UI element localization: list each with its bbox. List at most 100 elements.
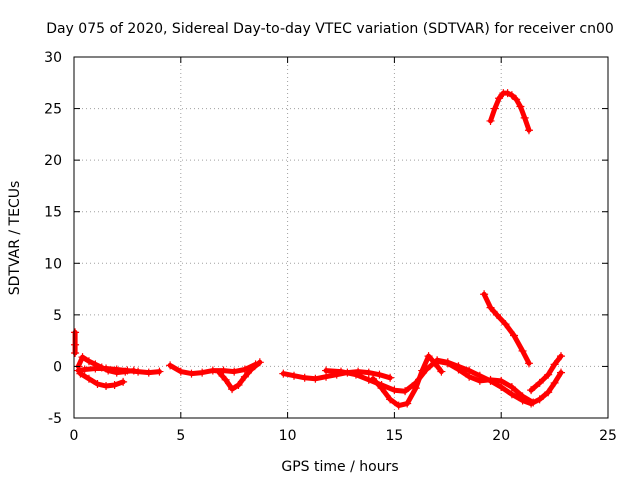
x-tick-label: 25 <box>599 428 617 444</box>
y-tick-label: 30 <box>44 50 62 66</box>
data-point <box>91 364 100 373</box>
series-arc-a <box>71 328 80 358</box>
data-point <box>279 369 288 378</box>
data-point <box>78 353 87 362</box>
data-point <box>512 95 521 104</box>
data-point <box>486 116 495 125</box>
y-tick-label: 5 <box>53 308 62 324</box>
data-point <box>290 371 299 380</box>
data-point <box>550 378 559 387</box>
data-point <box>102 382 111 391</box>
data-point <box>351 370 360 379</box>
data-point <box>215 368 224 377</box>
data-point <box>411 384 420 393</box>
data-point <box>544 370 553 379</box>
series-band <box>528 353 564 393</box>
data-point <box>93 379 102 388</box>
data-point <box>322 366 331 375</box>
data-point <box>240 372 249 381</box>
data-point <box>187 369 196 378</box>
y-tick-label: 25 <box>44 102 62 118</box>
data-point <box>475 371 484 380</box>
data-point <box>437 367 446 376</box>
data-point <box>492 310 501 319</box>
series-arc-f <box>215 358 264 394</box>
data-point <box>71 328 80 337</box>
series-band <box>488 90 532 133</box>
data-point <box>516 102 525 111</box>
grid-lines <box>74 57 608 418</box>
data-point <box>527 399 536 408</box>
data-point <box>527 386 536 395</box>
data-point <box>255 358 264 367</box>
data-point <box>550 360 559 369</box>
data-point <box>230 367 239 376</box>
data-point <box>208 366 217 375</box>
data-point <box>557 368 566 377</box>
y-tick-label: 20 <box>44 153 62 169</box>
plot-frame <box>73 56 609 419</box>
data-point <box>524 126 533 135</box>
data-point <box>155 367 164 376</box>
data-point <box>480 290 489 299</box>
data-point <box>486 376 495 385</box>
series-arc-d <box>76 369 128 391</box>
series-arc-n <box>486 89 533 135</box>
data-point <box>234 380 243 389</box>
y-tick-label: 0 <box>53 359 62 375</box>
data-point <box>557 352 566 361</box>
data-point <box>386 395 395 404</box>
data-point <box>535 395 544 404</box>
data-point <box>501 320 510 329</box>
data-point <box>544 388 553 397</box>
data-point <box>112 365 121 374</box>
data-point <box>518 396 527 405</box>
x-tick-label: 15 <box>385 428 403 444</box>
data-point <box>84 357 93 366</box>
data-point <box>166 361 175 370</box>
data-point <box>503 89 512 98</box>
data-point <box>401 387 410 396</box>
data-point <box>110 380 119 389</box>
data-point <box>337 367 345 376</box>
y-tick-label: 15 <box>44 205 62 221</box>
data-point <box>403 399 412 408</box>
data-point <box>84 374 93 383</box>
data-point <box>198 368 207 377</box>
data-point <box>134 367 143 376</box>
series-band <box>370 353 444 409</box>
data-point <box>80 365 89 374</box>
data-point <box>247 365 256 374</box>
data-point <box>424 352 433 361</box>
data-point <box>507 390 516 399</box>
data-point <box>221 375 230 384</box>
data-point <box>486 303 495 312</box>
data-point <box>535 378 544 387</box>
data-point <box>520 113 529 122</box>
y-tick-label: 10 <box>44 256 62 272</box>
y-tick-label: -5 <box>48 411 62 427</box>
data-point <box>375 370 384 379</box>
series-arc-m <box>480 290 533 368</box>
y-axis-title: SDTVAR / TECUs <box>7 181 23 296</box>
data-point <box>510 331 519 340</box>
chart-title: Day 075 of 2020, Sidereal Day-to-day VTE… <box>46 21 614 37</box>
x-tick-label: 0 <box>70 428 79 444</box>
data-point <box>311 374 320 383</box>
data-point <box>390 386 399 395</box>
data-point <box>394 401 403 410</box>
x-tick-label: 10 <box>279 428 297 444</box>
data-point <box>454 362 463 371</box>
data-point <box>144 368 153 377</box>
data-point <box>433 357 442 366</box>
data-point <box>219 366 228 375</box>
data-point <box>300 373 309 382</box>
x-axis-title: GPS time / hours <box>281 459 398 475</box>
data-point <box>228 385 237 394</box>
data-point <box>176 367 185 376</box>
data-point <box>386 373 395 382</box>
data-point <box>377 384 386 393</box>
data-point <box>123 366 132 375</box>
data-point <box>102 364 111 373</box>
